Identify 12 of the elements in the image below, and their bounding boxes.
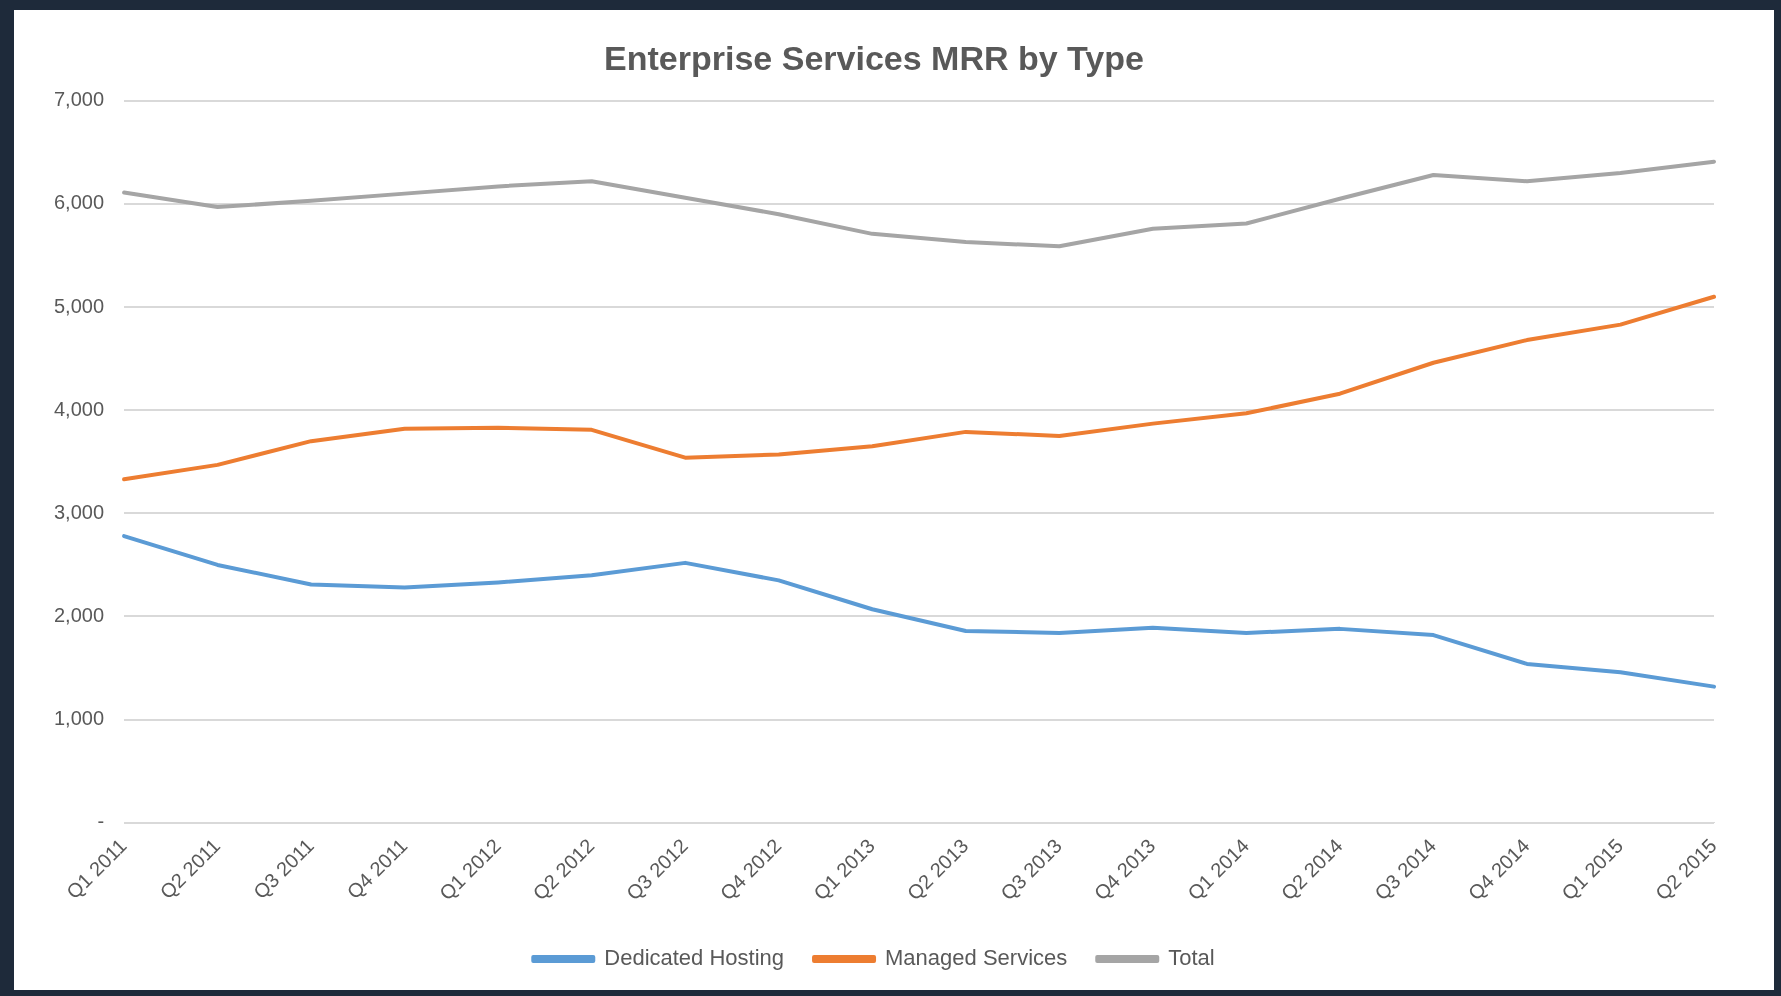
y-tick-label: 4,000 bbox=[53, 397, 105, 420]
y-tick-label: 3,000 bbox=[53, 500, 105, 523]
chart-title: Enterprise Services MRR by Type bbox=[604, 38, 1144, 77]
legend-label: Dedicated Hosting bbox=[604, 945, 785, 971]
y-tick-label: 5,000 bbox=[53, 294, 105, 317]
legend-label: Total bbox=[1168, 945, 1215, 971]
y-tick-label: 2,000 bbox=[53, 604, 105, 627]
legend-label: Managed Services bbox=[885, 945, 1068, 971]
y-tick-label: - bbox=[97, 810, 105, 833]
y-tick-label: 7,000 bbox=[53, 88, 105, 111]
y-tick-label: 1,000 bbox=[53, 707, 105, 730]
y-tick-label: 6,000 bbox=[53, 191, 105, 214]
